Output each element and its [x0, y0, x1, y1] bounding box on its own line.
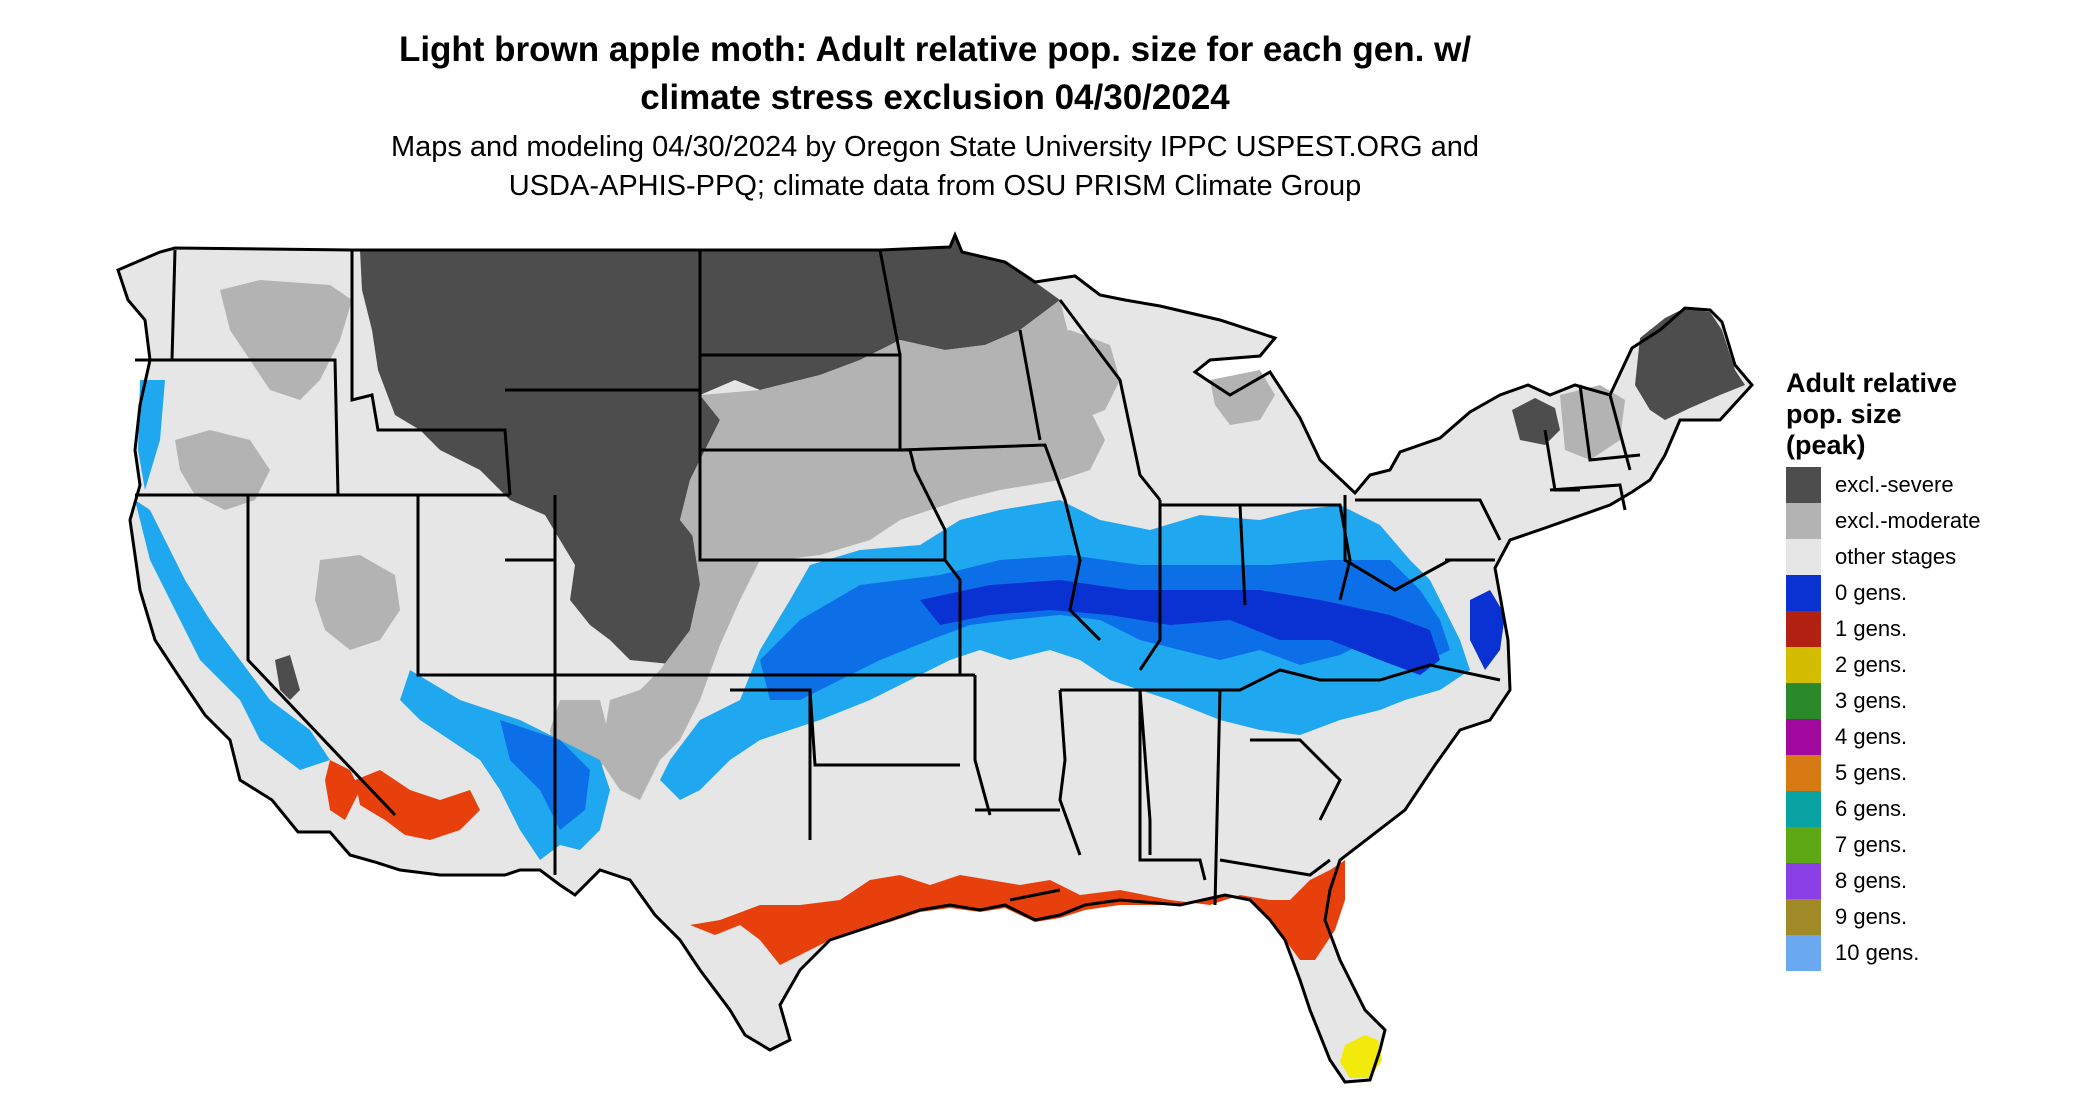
severe-exclusion-regions — [275, 235, 1745, 700]
map-title-line1: Light brown apple moth: Adult relative p… — [398, 30, 1472, 69]
legend-swatch — [1786, 611, 1821, 647]
legend-label: excl.-severe — [1835, 472, 1954, 497]
severe-region-nevada-ranges — [275, 655, 300, 700]
legend-label: 5 gens. — [1835, 760, 1908, 785]
dark-blue-chesapeake — [1470, 590, 1505, 670]
legend-label: 8 gens. — [1835, 868, 1908, 893]
legend-item: 10 gens. — [1786, 935, 1919, 971]
mid-blue-regions — [500, 555, 1450, 830]
legend-item: 5 gens. — [1786, 755, 1907, 791]
legend-swatch — [1786, 863, 1821, 899]
legend-label: 1 gens. — [1835, 616, 1908, 641]
moderate-region-idaho — [220, 280, 352, 400]
legend-label: 0 gens. — [1835, 580, 1908, 605]
legend-swatch — [1786, 719, 1821, 755]
moderate-region-utah — [315, 555, 400, 650]
legend-label: 4 gens. — [1835, 724, 1908, 749]
legend-title-line3: (peak) — [1786, 430, 1866, 460]
dark-blue-core — [920, 580, 1440, 675]
legend-item: 4 gens. — [1786, 719, 1907, 755]
legend-swatch — [1786, 467, 1821, 503]
blue-region-oregon-coast — [138, 380, 165, 490]
legend-item: 0 gens. — [1786, 575, 1907, 611]
legend-swatch — [1786, 791, 1821, 827]
legend-swatch — [1786, 575, 1821, 611]
moderate-region-oregon — [175, 430, 270, 510]
map-title-line2: climate stress exclusion 04/30/2024 — [640, 78, 1230, 117]
legend-item: other stages — [1786, 539, 1956, 575]
legend-swatch — [1786, 935, 1821, 971]
legend-label: excl.-moderate — [1835, 508, 1981, 533]
moderate-region-plains — [600, 300, 1105, 800]
legend-label: 10 gens. — [1835, 940, 1920, 965]
legend-item: 1 gens. — [1786, 611, 1907, 647]
red-california-south — [325, 760, 360, 820]
yellow-south-florida — [1340, 1035, 1382, 1078]
moderate-region-wisconsin — [1030, 330, 1120, 420]
legend-item: 2 gens. — [1786, 647, 1907, 683]
us-map — [116, 231, 1754, 1084]
moderate-region-michigan — [1210, 370, 1275, 425]
legend-title-line2: pop. size — [1786, 399, 1902, 429]
legend-item: excl.-moderate — [1786, 503, 1981, 539]
map-subtitle-line2: USDA-APHIS-PPQ; climate data from OSU PR… — [508, 170, 1362, 202]
legend-label: 9 gens. — [1835, 904, 1908, 929]
blue-region-california — [135, 500, 330, 770]
state-borders — [116, 231, 1754, 1084]
legend-item: 8 gens. — [1786, 863, 1907, 899]
legend-item: 9 gens. — [1786, 899, 1907, 935]
legend-item: 3 gens. — [1786, 683, 1907, 719]
legend-swatch — [1786, 647, 1821, 683]
legend-swatch — [1786, 827, 1821, 863]
mid-blue-southwest — [500, 720, 590, 830]
legend-label: 2 gens. — [1835, 652, 1908, 677]
moderate-exclusion-regions — [175, 280, 1625, 800]
legend-label: 6 gens. — [1835, 796, 1908, 821]
severe-region-adirondacks — [1512, 398, 1560, 445]
legend-swatch — [1786, 899, 1821, 935]
legend-title-line1: Adult relative — [1786, 368, 1958, 398]
map-subtitle-line1: Maps and modeling 04/30/2024 by Oregon S… — [390, 131, 1480, 163]
severe-region-northern-plains — [360, 235, 1060, 665]
legend-swatch — [1786, 503, 1821, 539]
legend-label: 3 gens. — [1835, 688, 1908, 713]
map-title: Light brown apple moth: Adult relative p… — [0, 26, 1870, 122]
legend-swatch — [1786, 683, 1821, 719]
legend-label: other stages — [1835, 544, 1957, 569]
moderate-region-vermont — [1560, 385, 1625, 460]
legend-item: excl.-severe — [1786, 467, 1954, 503]
red-arizona — [355, 770, 480, 840]
dark-blue-regions — [920, 580, 1505, 675]
legend-swatch — [1786, 755, 1821, 791]
severe-region-maine — [1635, 308, 1745, 420]
legend-label: 7 gens. — [1835, 832, 1908, 857]
legend-item: 7 gens. — [1786, 827, 1907, 863]
legend-swatch — [1786, 539, 1821, 575]
map-subtitle: Maps and modeling 04/30/2024 by Oregon S… — [0, 128, 1870, 206]
moderate-region-colorado — [690, 520, 760, 615]
mid-blue-band — [760, 555, 1450, 700]
legend-item: 6 gens. — [1786, 791, 1907, 827]
legend-title: Adult relative pop. size (peak) — [1786, 368, 2006, 461]
